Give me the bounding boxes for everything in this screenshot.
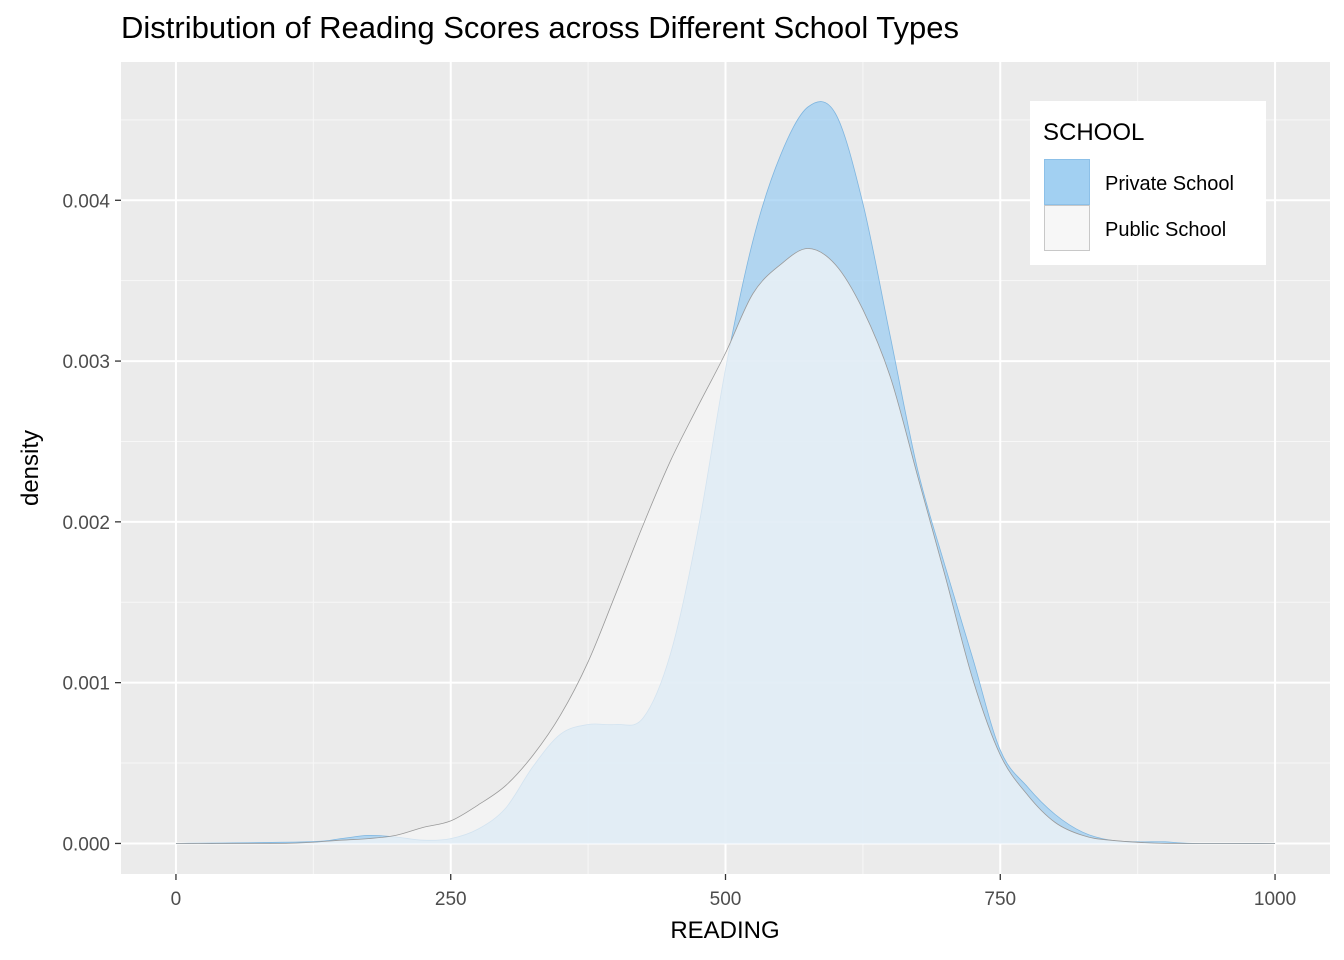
public-school-legend-label: Public School [1105,219,1226,241]
public-school-legend-swatch [1044,205,1090,251]
y-tick-label: 0.003 [62,352,110,373]
x-tick-label: 0 [171,889,182,910]
y-tick-label: 0.001 [62,674,110,695]
public-school-density-area [176,248,1275,844]
private-school-legend-swatch [1044,159,1090,205]
x-tick-label: 1000 [1254,889,1296,910]
y-tick-label: 0.000 [62,834,110,855]
public-school-density-outline [175,248,1276,845]
x-axis-title: READING [670,917,779,944]
x-tick-label: 500 [710,889,742,910]
axes: 0 250 500 750 1000 0.000 0.001 0.002 0.003 0.004 [62,191,1296,910]
x-tick-label: 750 [984,889,1016,910]
y-axis-title: density [17,430,44,506]
density-areas [175,101,1276,845]
private-school-legend-label: Private School [1105,173,1234,195]
chart-title: Distribution of Reading Scores across Di… [121,10,959,45]
legend: SCHOOL Private School Public School [1030,101,1266,265]
legend-title: SCHOOL [1043,119,1144,146]
y-tick-label: 0.002 [62,513,110,534]
y-tick-label: 0.004 [62,191,110,212]
x-tick-label: 250 [435,889,467,910]
